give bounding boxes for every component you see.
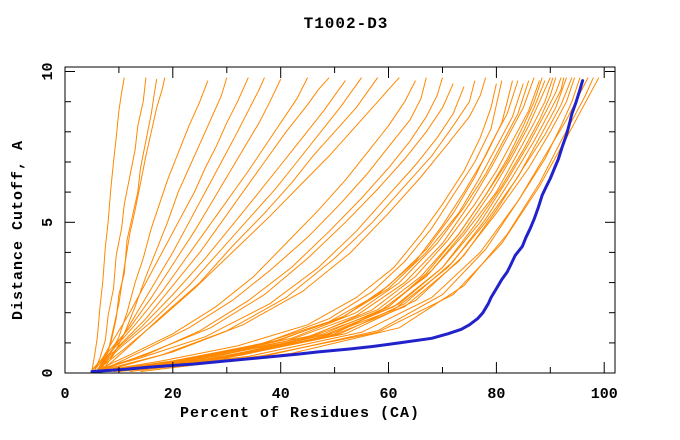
model-curve-11 [99, 77, 330, 371]
model-curve-44 [118, 77, 600, 372]
model-curve-2 [94, 77, 147, 371]
x-tick-label-20: 20 [164, 386, 182, 403]
model-curve-38 [97, 77, 567, 372]
model-curve-34 [97, 77, 554, 372]
model-curve-40 [102, 77, 576, 372]
model-curve-18 [97, 77, 443, 371]
y-tick-label-10: 10 [40, 62, 57, 80]
model-curve-22 [107, 77, 487, 371]
model-curve-27 [97, 83, 524, 372]
model-curves [90, 77, 600, 373]
chart-title: T1002-D3 [304, 15, 389, 33]
model-curve-7 [91, 77, 249, 371]
model-curve-4 [99, 77, 166, 369]
model-curve-5 [97, 80, 209, 371]
y-axis-label: Distance Cutoff, A [10, 140, 27, 320]
model-curve-23 [97, 83, 497, 372]
model-curve-35 [113, 77, 557, 372]
model-curve-43 [140, 77, 594, 372]
x-axis-label: Percent of Residues (CA) [180, 405, 420, 422]
model-curve-29 [97, 77, 535, 372]
y-tick-label-5: 5 [40, 218, 57, 227]
model-curve-1 [91, 77, 125, 371]
model-curve-17 [102, 77, 427, 371]
x-tick-label-40: 40 [272, 386, 290, 403]
model-curve-21 [102, 80, 476, 371]
tick-labels: 0 20 40 60 80 100 0 5 10 [40, 62, 618, 403]
model-curve-39 [108, 77, 573, 372]
model-curve-36 [102, 77, 562, 372]
model-curve-10 [97, 77, 309, 371]
model-curve-32 [102, 80, 546, 372]
x-tick-label-60: 60 [379, 386, 397, 403]
highlight-curve [90, 79, 585, 373]
model-curve-16 [97, 80, 416, 371]
model-curve-13 [97, 77, 363, 371]
model-curve-26 [108, 80, 519, 372]
x-tick-label-100: 100 [591, 386, 618, 403]
model-curve-19 [102, 83, 454, 371]
axes-frame [64, 66, 616, 374]
x-tick-label-0: 0 [60, 386, 69, 403]
model-curve-28 [102, 80, 530, 372]
plot-frame [64, 66, 616, 374]
y-tick-label-0: 0 [40, 368, 57, 377]
model-curve-15 [97, 77, 400, 371]
model-curve-9 [94, 78, 282, 371]
model-curve-12 [91, 80, 346, 371]
model-curve-42 [113, 77, 589, 372]
model-curve-14 [102, 77, 379, 371]
model-curve-20 [97, 86, 465, 371]
x-tick-label-80: 80 [487, 386, 505, 403]
model-curve-3 [96, 79, 158, 371]
